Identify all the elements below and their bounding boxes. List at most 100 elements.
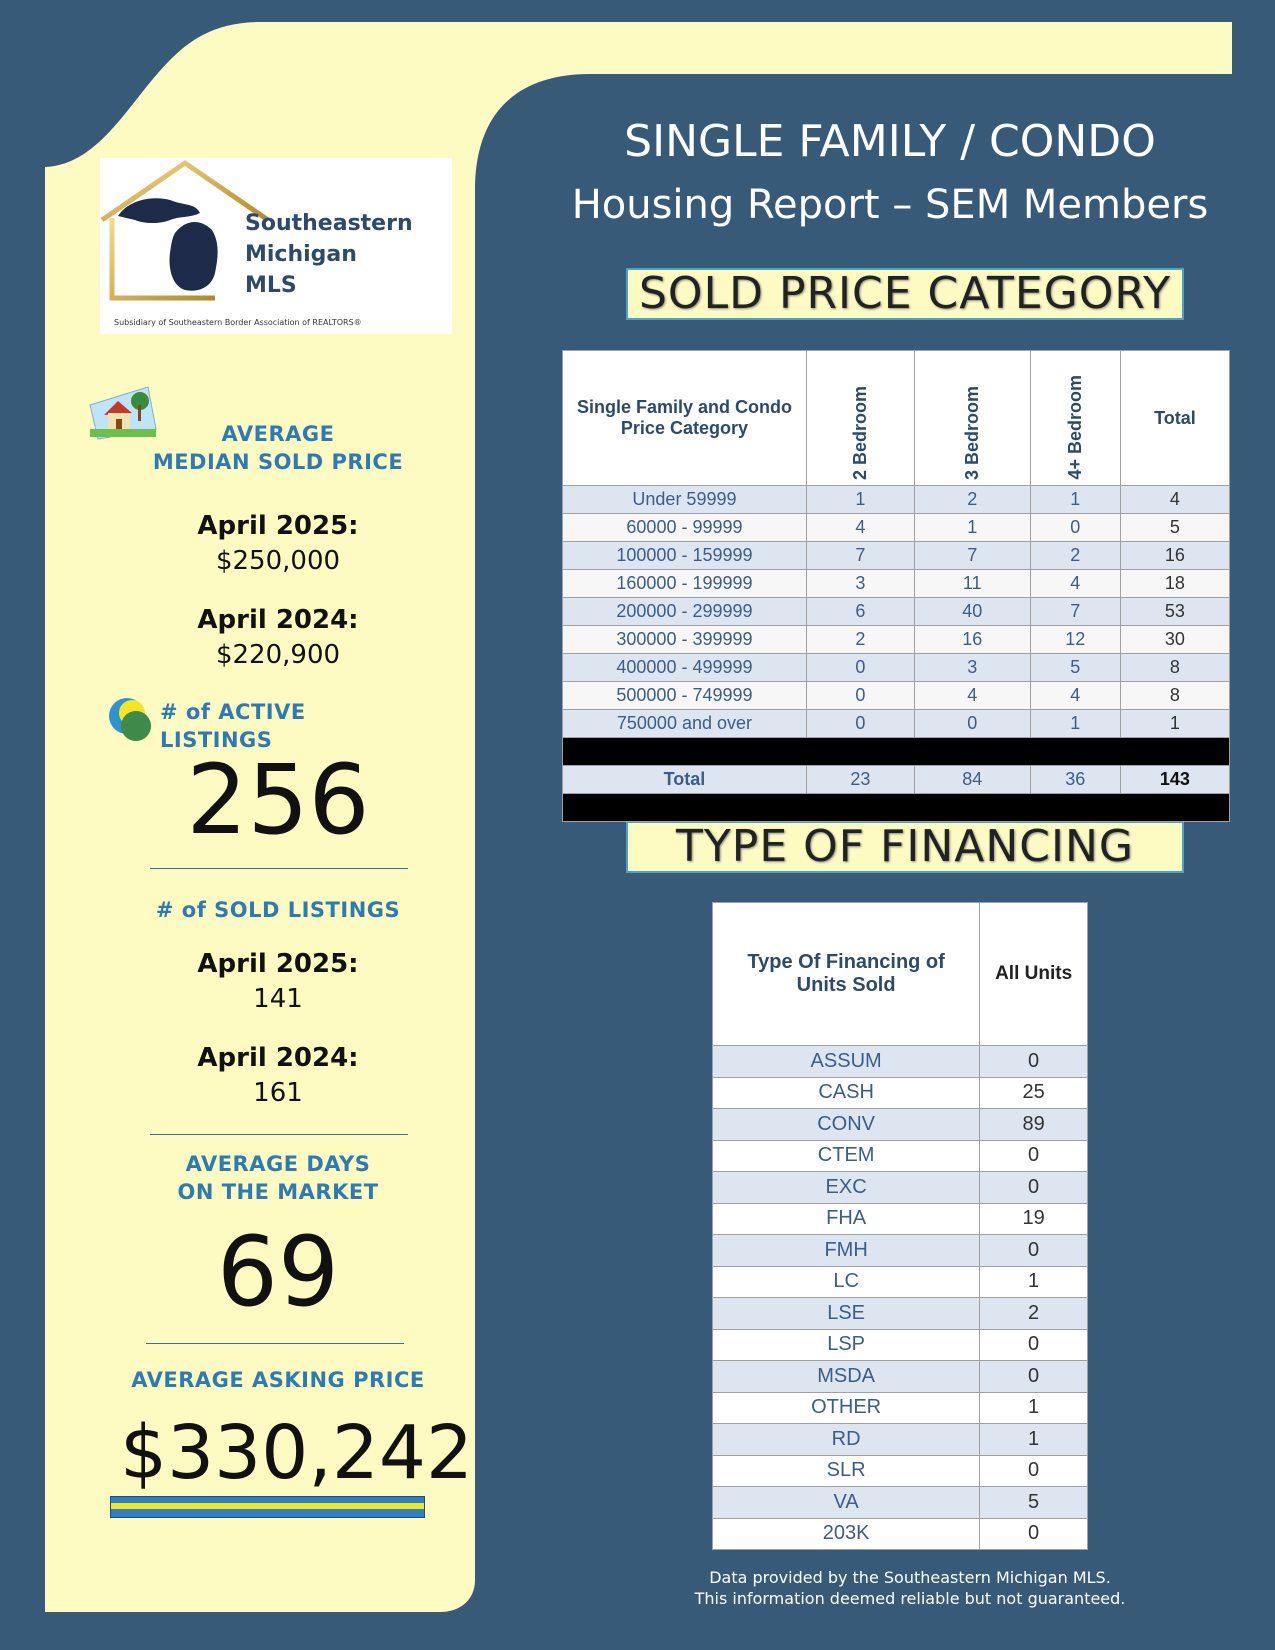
cell-4br: 0 — [1029, 513, 1121, 542]
days-on-market-heading: AVERAGE DAYS ON THE MARKET — [120, 1150, 436, 1206]
financing-units-cell: 1 — [979, 1423, 1088, 1456]
financing-table-row: VA 5 — [711, 1486, 1088, 1519]
cell-total: 5 — [1119, 513, 1231, 542]
financing-type-cell: CTEM — [711, 1139, 981, 1172]
financing-table-row: CASH 25 — [711, 1076, 1088, 1109]
header-4-bedroom-label: 4+ Bedroom — [1064, 375, 1085, 480]
divider-3 — [146, 1343, 404, 1344]
total-4br: 36 — [1029, 765, 1121, 794]
cell-4br: 12 — [1029, 625, 1121, 654]
price-table-row: 500000 - 749999 0 4 4 8 — [562, 681, 1231, 710]
financing-units-cell: 0 — [979, 1517, 1088, 1550]
price-table-row: 100000 - 159999 7 7 2 16 — [562, 541, 1231, 570]
report-subtitle: Housing Report – SEM Members — [571, 182, 1209, 228]
financing-table-header: Type Of Financing of Units Sold All Unit… — [711, 902, 1088, 1046]
financing-table-row: FMH 0 — [711, 1234, 1088, 1267]
financing-table-row: ASSUM 0 — [711, 1045, 1088, 1078]
header-price-category: Single Family and Condo Price Category — [562, 350, 807, 486]
logo-line-2: Michigan — [245, 242, 357, 267]
total-all: 143 — [1119, 765, 1231, 794]
cell-2br: 0 — [805, 709, 915, 738]
financing-units-cell: 0 — [979, 1139, 1088, 1172]
price-category-cell: Under 59999 — [562, 485, 807, 514]
header-4-bedroom: 4+ Bedroom — [1029, 350, 1121, 486]
cell-2br: 2 — [805, 625, 915, 654]
house-clipart-icon — [89, 386, 157, 440]
sold-listings-heading: # of SOLD LISTINGS — [155, 898, 401, 922]
cell-2br: 6 — [805, 597, 915, 626]
cell-4br: 4 — [1029, 681, 1121, 710]
price-category-cell: 200000 - 299999 — [562, 597, 807, 626]
black-separator — [562, 737, 1230, 766]
cell-total: 30 — [1119, 625, 1231, 654]
financing-units-cell: 0 — [979, 1045, 1088, 1078]
report-title: SINGLE FAMILY / CONDO — [624, 116, 1156, 167]
days-on-market-value: 69 — [216, 1216, 340, 1328]
financing-units-cell: 89 — [979, 1108, 1088, 1141]
financing-table-row: CONV 89 — [711, 1108, 1088, 1141]
asking-price-heading: AVERAGE ASKING PRICE — [131, 1368, 425, 1392]
total-label: Total — [562, 765, 807, 794]
sold-2024-value: 161 — [253, 1078, 303, 1108]
header-all-units: All Units — [979, 902, 1088, 1046]
price-category-cell: 400000 - 499999 — [562, 653, 807, 682]
divider-1 — [150, 868, 408, 869]
financing-type-cell: RD — [711, 1423, 981, 1456]
price-table-row: 750000 and over 0 0 1 1 — [562, 709, 1231, 738]
total-2br: 23 — [805, 765, 915, 794]
price-table-row: Under 59999 1 2 1 4 — [562, 485, 1231, 514]
financing-table-row: LSP 0 — [711, 1328, 1088, 1361]
logo-line-3: MLS — [245, 273, 297, 298]
median-heading-line-2: MEDIAN SOLD PRICE — [152, 450, 404, 474]
financing-type-cell: EXC — [711, 1171, 981, 1204]
logo-wordmark: Southeastern Michigan MLS — [245, 208, 413, 301]
cell-total: 8 — [1119, 681, 1231, 710]
financing-type-cell: LSP — [711, 1328, 981, 1361]
price-category-table: Single Family and Condo Price Category 2… — [562, 350, 1231, 822]
price-category-cell: 100000 - 159999 — [562, 541, 807, 570]
price-category-cell: 500000 - 749999 — [562, 681, 807, 710]
cell-4br: 7 — [1029, 597, 1121, 626]
financing-type-cell: CONV — [711, 1108, 981, 1141]
cell-2br: 1 — [805, 485, 915, 514]
cell-4br: 5 — [1029, 653, 1121, 682]
median-2025-label: April 2025: — [197, 511, 359, 541]
cell-total: 4 — [1119, 485, 1231, 514]
cell-4br: 4 — [1029, 569, 1121, 598]
financing-units-cell: 0 — [979, 1171, 1088, 1204]
cell-3br: 0 — [913, 709, 1031, 738]
financing-type-cell: LSE — [711, 1297, 981, 1330]
financing-type-cell: FMH — [711, 1234, 981, 1267]
financing-units-cell: 5 — [979, 1486, 1088, 1519]
financing-table-row: OTHER 1 — [711, 1391, 1088, 1424]
price-total-row: Total 23 84 36 143 — [562, 765, 1231, 794]
asking-price-value: $330,242 — [120, 1410, 474, 1496]
price-table-row: 60000 - 99999 4 1 0 5 — [562, 513, 1231, 542]
median-price-heading: AVERAGE MEDIAN SOLD PRICE — [120, 420, 436, 476]
financing-units-cell: 0 — [979, 1234, 1088, 1267]
cell-total: 18 — [1119, 569, 1231, 598]
divider-2 — [150, 1134, 408, 1135]
cell-2br: 4 — [805, 513, 915, 542]
financing-type-cell: SLR — [711, 1454, 981, 1487]
cell-3br: 4 — [913, 681, 1031, 710]
median-heading-line-1: AVERAGE — [221, 422, 335, 446]
sold-2024-label: April 2024: — [197, 1043, 359, 1073]
dom-heading-line-2: ON THE MARKET — [177, 1180, 379, 1204]
financing-type-cell: 203K — [711, 1517, 981, 1550]
header-2-bedroom-label: 2 Bedroom — [849, 385, 870, 480]
cell-total: 16 — [1119, 541, 1231, 570]
financing-table-row: FHA 19 — [711, 1202, 1088, 1235]
financing-table-row: LSE 2 — [711, 1297, 1088, 1330]
financing-units-cell: 2 — [979, 1297, 1088, 1330]
dom-heading-line-1: AVERAGE DAYS — [185, 1152, 371, 1176]
total-3br: 84 — [913, 765, 1031, 794]
financing-type-cell: ASSUM — [711, 1045, 981, 1078]
sold-2025-label: April 2025: — [197, 949, 359, 979]
mls-logo: Southeastern Michigan MLS Subsidiary of … — [100, 158, 452, 334]
sold-price-banner: SOLD PRICE CATEGORY — [626, 268, 1184, 320]
financing-type-cell: MSDA — [711, 1360, 981, 1393]
financing-type-cell: LC — [711, 1265, 981, 1298]
cell-4br: 2 — [1029, 541, 1121, 570]
financing-banner: TYPE OF FINANCING — [626, 821, 1184, 873]
